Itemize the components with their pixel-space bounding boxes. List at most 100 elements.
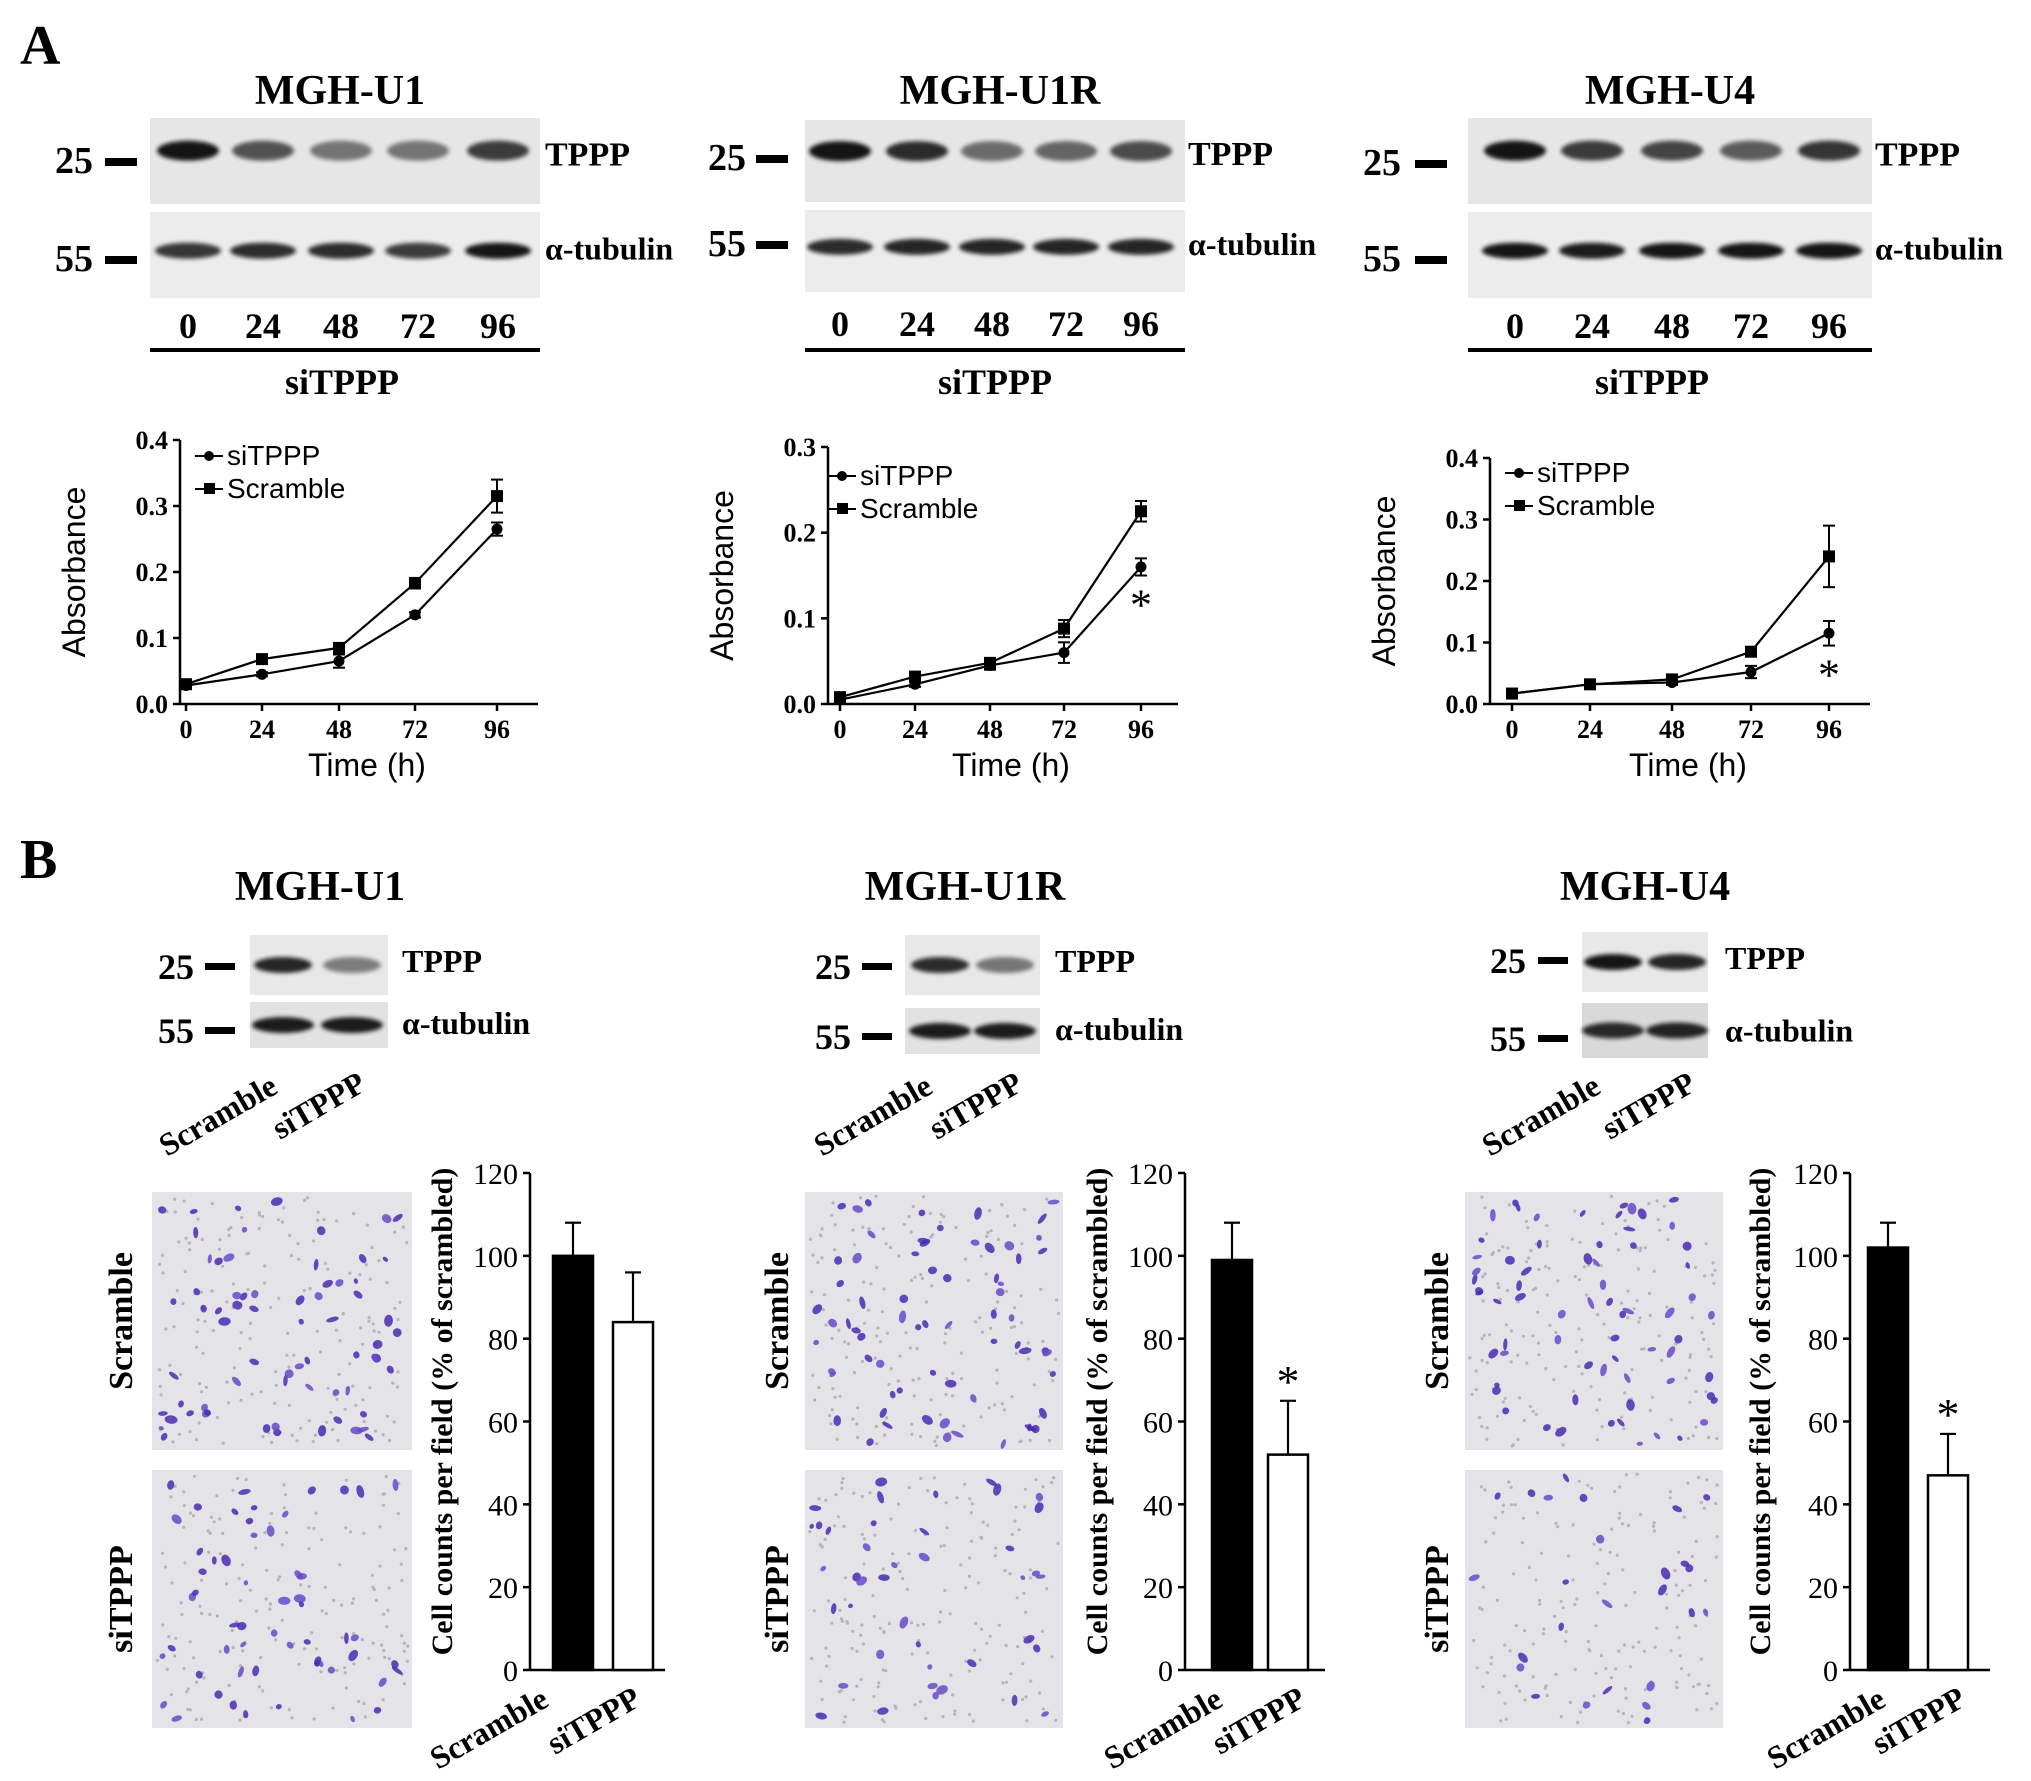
membrane-pore [374,1429,378,1433]
membrane-pore [833,1248,837,1252]
membrane-pore [1595,1561,1599,1566]
stained-cell [864,1354,873,1363]
data-point [1058,622,1070,635]
stained-cell [833,1415,842,1427]
membrane-pore [178,1372,183,1376]
membrane-pore [320,1609,324,1613]
stained-cell [234,1205,242,1212]
stained-cell [834,1256,843,1265]
membrane-pore [924,1300,929,1304]
membrane-pore [873,1709,877,1713]
membrane-pore [909,1230,913,1234]
stained-cell [1607,1419,1615,1427]
stained-cell [993,1483,1002,1496]
membrane-pore [839,1617,844,1621]
membrane-pore [238,1346,242,1351]
membrane-pore [307,1526,311,1530]
stained-cell [358,1254,367,1264]
y-tick-label: 120 [1793,1158,1838,1191]
membrane-pore [838,1608,842,1613]
data-point [1506,687,1518,700]
membrane-pore [1623,1391,1627,1395]
stained-cell [1572,1394,1579,1406]
tppp-band [1648,954,1706,970]
membrane-pore [1687,1368,1691,1372]
stained-cell [1636,1441,1643,1446]
membrane-pore [884,1242,888,1246]
membrane-pore [1694,1425,1698,1429]
membrane-pore [852,1491,856,1495]
membrane-pore [318,1350,323,1354]
marker-55-label: 55 [1490,1019,1526,1059]
stained-cell [373,1706,382,1714]
membrane-pore [1638,1316,1642,1320]
y-tick-label: 0.2 [1446,567,1479,596]
membrane-pore [334,1328,338,1332]
membrane-pore [257,1226,261,1231]
membrane-pore [1544,1265,1548,1269]
stained-cell [384,1314,393,1327]
significance-asterisk: * [1277,1356,1300,1407]
membrane-pore [887,1382,891,1387]
stained-cell [951,1430,964,1438]
membrane-pore [324,1612,328,1616]
membrane-pore [964,1586,968,1590]
stained-cell [171,1514,182,1525]
membrane-pore [1578,1240,1582,1244]
cell-line-title: MGH-U4 [1560,864,1730,910]
membrane-pore [352,1597,356,1601]
stained-cell [221,1554,231,1567]
data-point [409,577,421,590]
membrane-pore [1022,1207,1027,1212]
membrane-pore [1643,1246,1647,1250]
membrane-pore [1570,1237,1574,1241]
membrane-pore [361,1398,365,1402]
membrane-pore [238,1599,243,1603]
micrograph-row-label: siTPPP [103,1545,140,1653]
membrane-pore [1620,1522,1625,1526]
stained-cell [1020,1575,1026,1581]
membrane-pore [188,1248,192,1252]
membrane-pore [1631,1645,1635,1649]
membrane-pore [922,1622,926,1626]
membrane-pore [945,1377,949,1381]
membrane-pore [1571,1523,1575,1527]
membrane-pore [1564,1630,1568,1634]
marker-25-tick [1415,160,1447,168]
y-tick-label: 0.2 [784,519,817,548]
stained-cell [898,1310,907,1324]
membrane-pore [1026,1341,1030,1345]
membrane-pore [1573,1274,1577,1279]
membrane-pore [1041,1485,1045,1489]
treatment-label: siTPPP [285,362,399,402]
stained-cell [214,1257,223,1266]
membrane-pore [1705,1692,1709,1696]
tppp-label: TPPP [1725,940,1805,976]
membrane-pore [155,1658,159,1662]
stained-cell [241,1226,248,1233]
membrane-pore [980,1330,985,1334]
stained-cell [1516,1280,1522,1291]
tubulin-band [909,1023,971,1039]
membrane-pore [381,1433,385,1437]
stained-cell [340,1485,349,1495]
stained-cell [353,1351,360,1359]
membrane-pore [833,1223,837,1227]
marker-25-tick [105,158,137,166]
membrane-pore [1616,1709,1620,1713]
stained-cell [386,1365,394,1374]
membrane-pore [179,1601,183,1605]
membrane-pore [987,1406,991,1410]
stained-cell [875,1477,888,1487]
membrane-pore [1038,1691,1042,1695]
membrane-pore [284,1531,289,1535]
membrane-pore [843,1597,847,1601]
membrane-pore [880,1718,884,1722]
stained-cell [170,1298,177,1305]
legend-label: Scramble [227,473,345,504]
stained-cell [1685,1564,1694,1573]
stained-cell [1047,1199,1060,1205]
lane-label: 24 [899,304,935,344]
tubulin-label: α-tubulin [545,230,673,266]
stained-cell [372,1340,383,1349]
